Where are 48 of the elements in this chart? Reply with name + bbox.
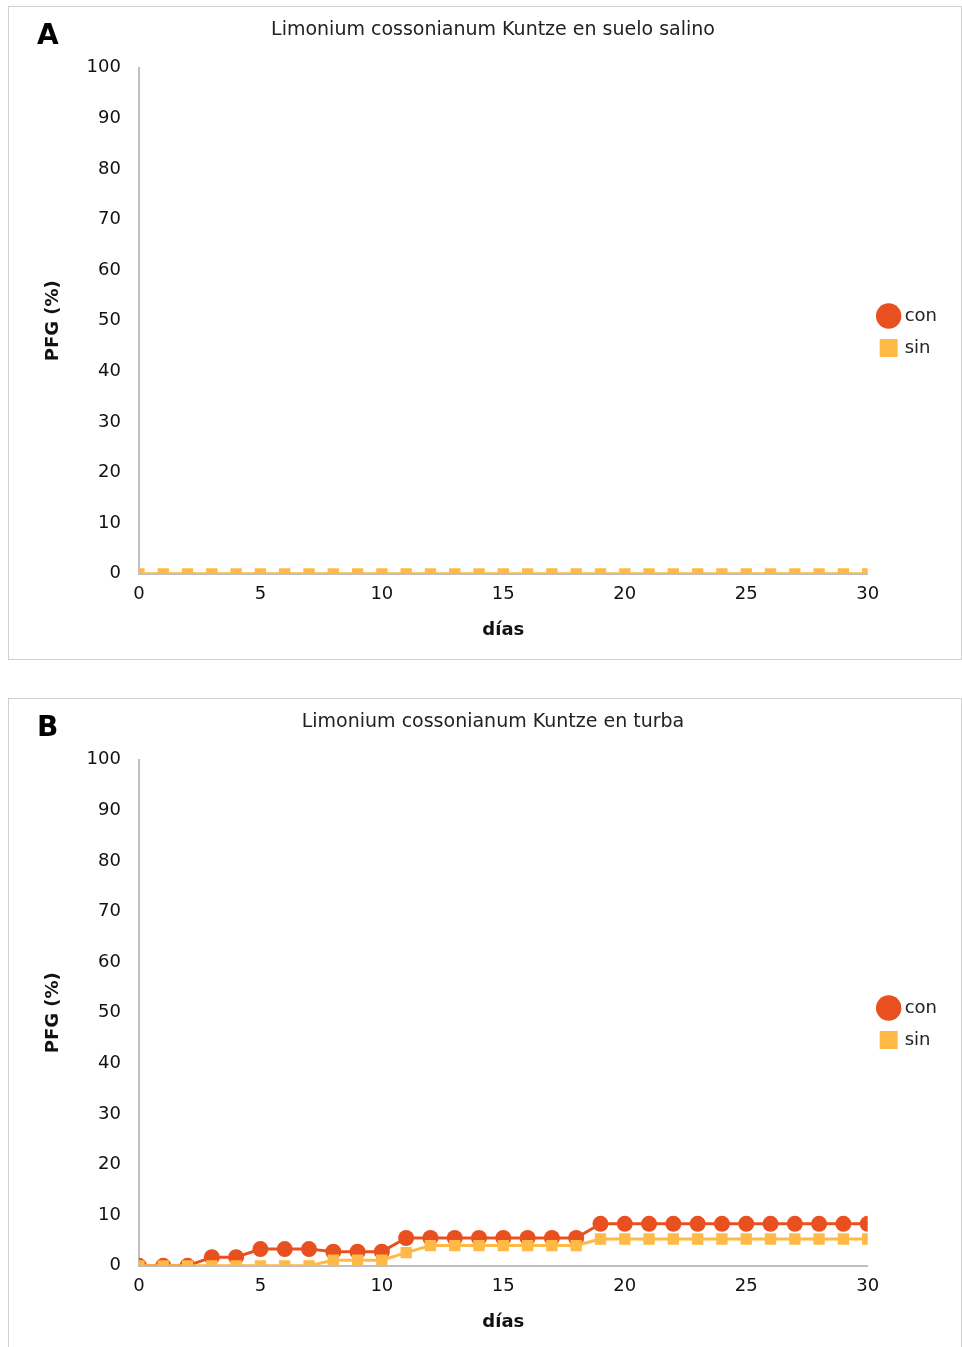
y-tick-label: 0 [109,561,121,583]
x-tick-label: 0 [133,1274,145,1296]
x-tick-label: 10 [370,1274,394,1296]
y-tick-label: 20 [98,1152,121,1174]
x-tick-label: 20 [613,1274,637,1296]
text: A [37,18,59,52]
y-tick-label: 10 [98,510,121,532]
x-tick-label: 10 [370,582,394,604]
legend-label: con [904,303,938,325]
y-tick-label: 40 [98,359,121,381]
legend-label: con [904,995,938,1017]
y-tick-label: 60 [98,949,121,971]
y-tick-label: 80 [98,156,121,178]
y-tick-label: 80 [98,848,121,870]
x-tick-label: 15 [491,582,515,604]
y-tick-label: 30 [98,1101,121,1123]
x-tick-label: 5 [254,1274,267,1296]
x-tick-label: 0 [133,582,145,604]
legend-label: sin [904,335,931,357]
y-tick-label: 100 [86,747,121,769]
y-tick-label: 40 [98,1051,121,1073]
y-tick-label: 70 [98,899,121,921]
y-tick-label: 50 [98,1000,121,1022]
y-tick-label: 100 [86,55,121,77]
legend-label: sin [904,1027,931,1049]
y-axis-title: PFG (%) [41,972,63,1054]
y-tick-label: 60 [98,257,121,279]
y-tick-label: 50 [98,308,121,330]
y-tick-label: 90 [98,106,121,128]
x-tick-label: 25 [734,1274,758,1296]
y-tick-label: 30 [98,409,121,431]
y-axis-title: PFG (%) [41,280,63,362]
text: B [37,710,59,744]
x-tick-label: 5 [254,582,267,604]
chart-title: Limonium cossonianum Kuntze en turba [301,709,685,732]
y-tick-label: 0 [109,1253,121,1275]
chart-title: Limonium cossonianum Kuntze en suelo salino [271,17,715,40]
x-tick-label: 30 [856,582,880,604]
x-axis-title: días [482,1309,525,1331]
x-axis-title: días [482,617,525,639]
x-tick-label: 20 [613,582,637,604]
x-tick-label: 15 [491,1274,515,1296]
x-tick-label: 30 [856,1274,880,1296]
y-tick-label: 90 [98,798,121,820]
x-tick-label: 25 [734,582,758,604]
y-tick-label: 20 [98,460,121,482]
y-tick-label: 10 [98,1202,121,1224]
y-tick-label: 70 [98,207,121,229]
